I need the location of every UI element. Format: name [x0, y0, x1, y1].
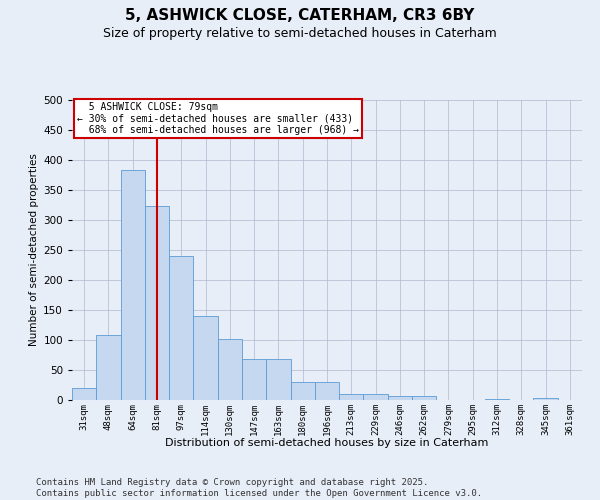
Text: Distribution of semi-detached houses by size in Caterham: Distribution of semi-detached houses by … — [166, 438, 488, 448]
Y-axis label: Number of semi-detached properties: Number of semi-detached properties — [29, 154, 39, 346]
Bar — [266, 359, 290, 400]
Bar — [364, 394, 388, 400]
Bar — [290, 382, 315, 400]
Bar — [533, 398, 558, 400]
Bar — [169, 256, 193, 400]
Bar — [315, 382, 339, 400]
Bar — [388, 396, 412, 400]
Text: 5 ASHWICK CLOSE: 79sqm
← 30% of semi-detached houses are smaller (433)
  68% of : 5 ASHWICK CLOSE: 79sqm ← 30% of semi-det… — [77, 102, 359, 134]
Text: 5, ASHWICK CLOSE, CATERHAM, CR3 6BY: 5, ASHWICK CLOSE, CATERHAM, CR3 6BY — [125, 8, 475, 22]
Text: Contains HM Land Registry data © Crown copyright and database right 2025.
Contai: Contains HM Land Registry data © Crown c… — [36, 478, 482, 498]
Text: Size of property relative to semi-detached houses in Caterham: Size of property relative to semi-detach… — [103, 28, 497, 40]
Bar — [96, 335, 121, 400]
Bar — [485, 399, 509, 400]
Bar — [218, 340, 242, 400]
Bar — [72, 388, 96, 400]
Bar — [242, 359, 266, 400]
Bar — [193, 316, 218, 400]
Bar — [339, 394, 364, 400]
Bar — [145, 206, 169, 400]
Bar — [412, 396, 436, 400]
Bar — [121, 170, 145, 400]
